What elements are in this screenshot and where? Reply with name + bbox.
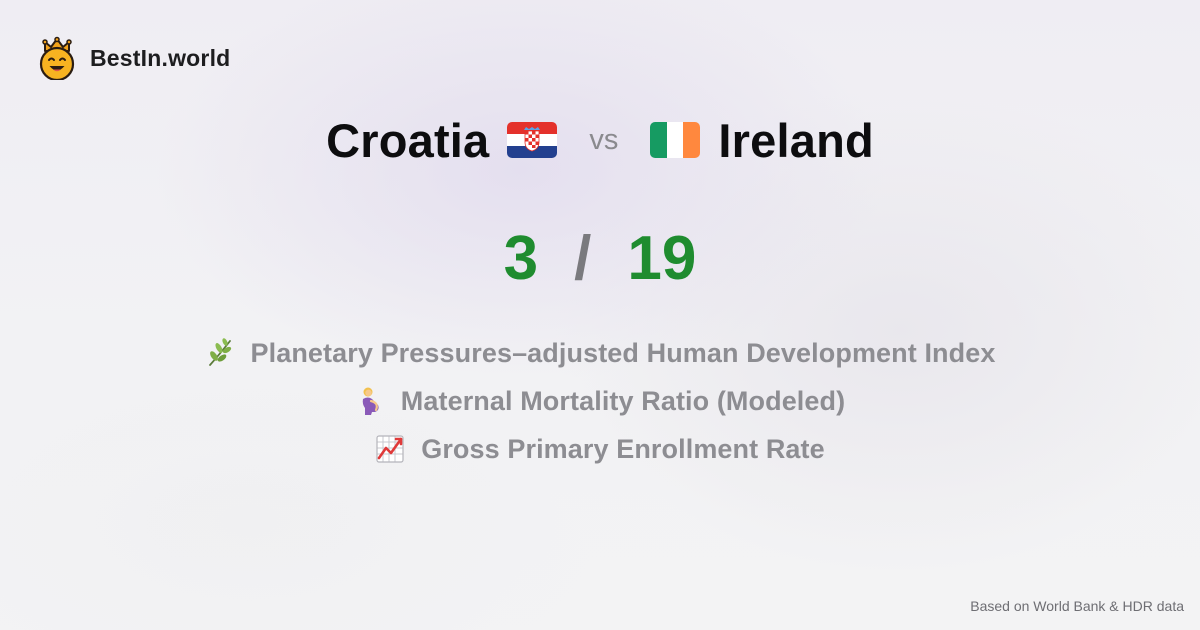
crowned-smiley-logo-icon [39,36,75,80]
metric-label: Maternal Mortality Ratio (Modeled) [400,385,846,416]
score-separator: / [574,223,592,293]
vs-label: vs [589,123,619,156]
data-source-note: Based on World Bank & HDR data [970,598,1184,614]
metric-list: Planetary Pressures–adjusted Human Devel… [0,336,1200,466]
comparison-title: Croatia vs Ireland [0,108,1200,172]
metric-item: Maternal Mortality Ratio (Modeled) [355,384,845,418]
brand-name: BestIn.world [90,44,231,71]
country-a-name: Croatia [326,113,490,167]
metric-item: Planetary Pressures–adjusted Human Devel… [205,336,996,370]
metric-item: Gross Primary Enrollment Rate [375,432,825,466]
country-b-score: 19 [627,223,697,293]
pregnant-woman-icon [362,387,379,415]
brand-logo-link[interactable]: BestIn.world [38,36,230,80]
country-a-score: 3 [503,223,539,293]
country-b-name: Ireland [718,113,874,167]
metric-label: Gross Primary Enrollment Rate [421,433,825,464]
metric-label: Planetary Pressures–adjusted Human Devel… [250,337,996,368]
ireland-flag-icon [650,122,701,158]
score-summary: 3 / 19 [0,218,1200,298]
croatia-flag-icon [507,122,558,158]
chart-increasing-icon [376,435,404,463]
herb-icon [208,338,231,366]
